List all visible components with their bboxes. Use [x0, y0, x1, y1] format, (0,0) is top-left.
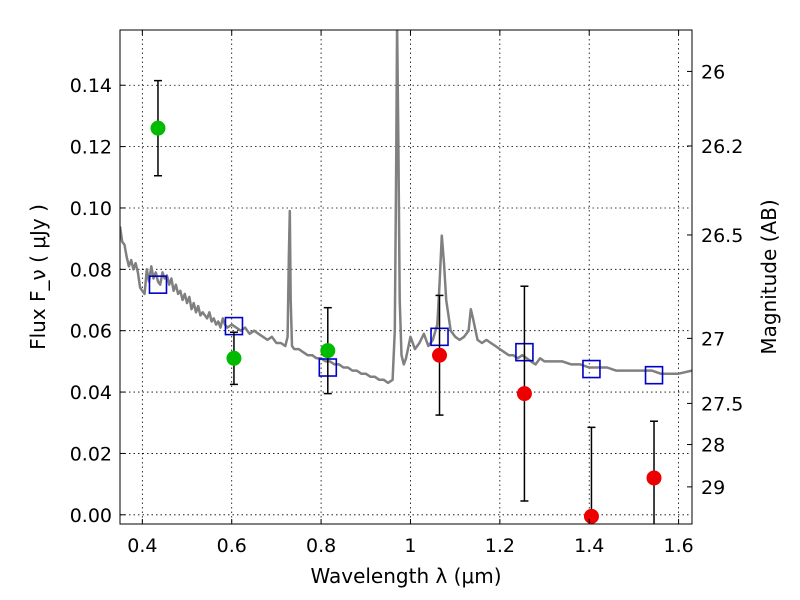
- y-tick-label: 0.04: [70, 382, 112, 404]
- x-tick-label: 0.4: [127, 535, 157, 557]
- y-tick-label: 0.02: [70, 443, 112, 465]
- y-tick-label: 0.08: [70, 259, 112, 281]
- data-points-layer: [148, 79, 664, 524]
- grid: [120, 30, 692, 524]
- magnitude-tick-label: 27: [701, 328, 725, 350]
- model-photometry-square: [582, 359, 601, 379]
- y-tick-label: 0.00: [70, 505, 112, 527]
- near-ir-point: [646, 470, 662, 486]
- magnitude-tick-label: 26.2: [701, 136, 743, 158]
- magnitude-tick-label: 26: [701, 61, 725, 83]
- magnitude-tick-label: 27.5: [701, 393, 743, 415]
- model-photometry-square: [148, 275, 168, 294]
- model-photometry-square: [644, 365, 664, 385]
- x-tick-label: 1.6: [663, 535, 693, 557]
- model-spectrum-line: [120, 30, 692, 385]
- optical-point: [320, 343, 336, 359]
- y-tick-label: 0.14: [70, 75, 112, 97]
- near-ir-point: [432, 347, 448, 363]
- x-tick-label: 0.6: [217, 535, 247, 557]
- y-tick-label: 0.10: [70, 198, 112, 220]
- near-ir-point: [516, 386, 532, 402]
- magnitude-tick-label: 28: [701, 435, 725, 457]
- y-tick-label: 0.12: [70, 137, 112, 159]
- x-tick-label: 1.2: [485, 535, 515, 557]
- ticks-layer: 0.4 0.6 0.8 1 1.2 1.4 1.6 0.00 0.02 0.04 0.06 0.08 0…: [70, 30, 743, 557]
- x-tick-label: 0.8: [306, 535, 336, 557]
- optical-point: [226, 350, 242, 366]
- model-spectrum-layer: [120, 30, 692, 385]
- magnitude-axis-title: Magnitude (AB): [757, 199, 781, 354]
- x-tick-label: 1.4: [574, 535, 604, 557]
- y-axis-title: Flux F_ν ( μJy ): [26, 204, 50, 350]
- x-tick-label: 1: [404, 535, 416, 557]
- optical-point: [150, 120, 166, 136]
- x-axis-title: Wavelength λ (μm): [310, 564, 501, 588]
- near-ir-point: [583, 508, 599, 524]
- magnitude-tick-label: 29: [701, 477, 725, 499]
- magnitude-tick-label: 26.5: [701, 225, 743, 247]
- plot-frame: [119, 29, 693, 525]
- y-tick-label: 0.06: [70, 321, 112, 343]
